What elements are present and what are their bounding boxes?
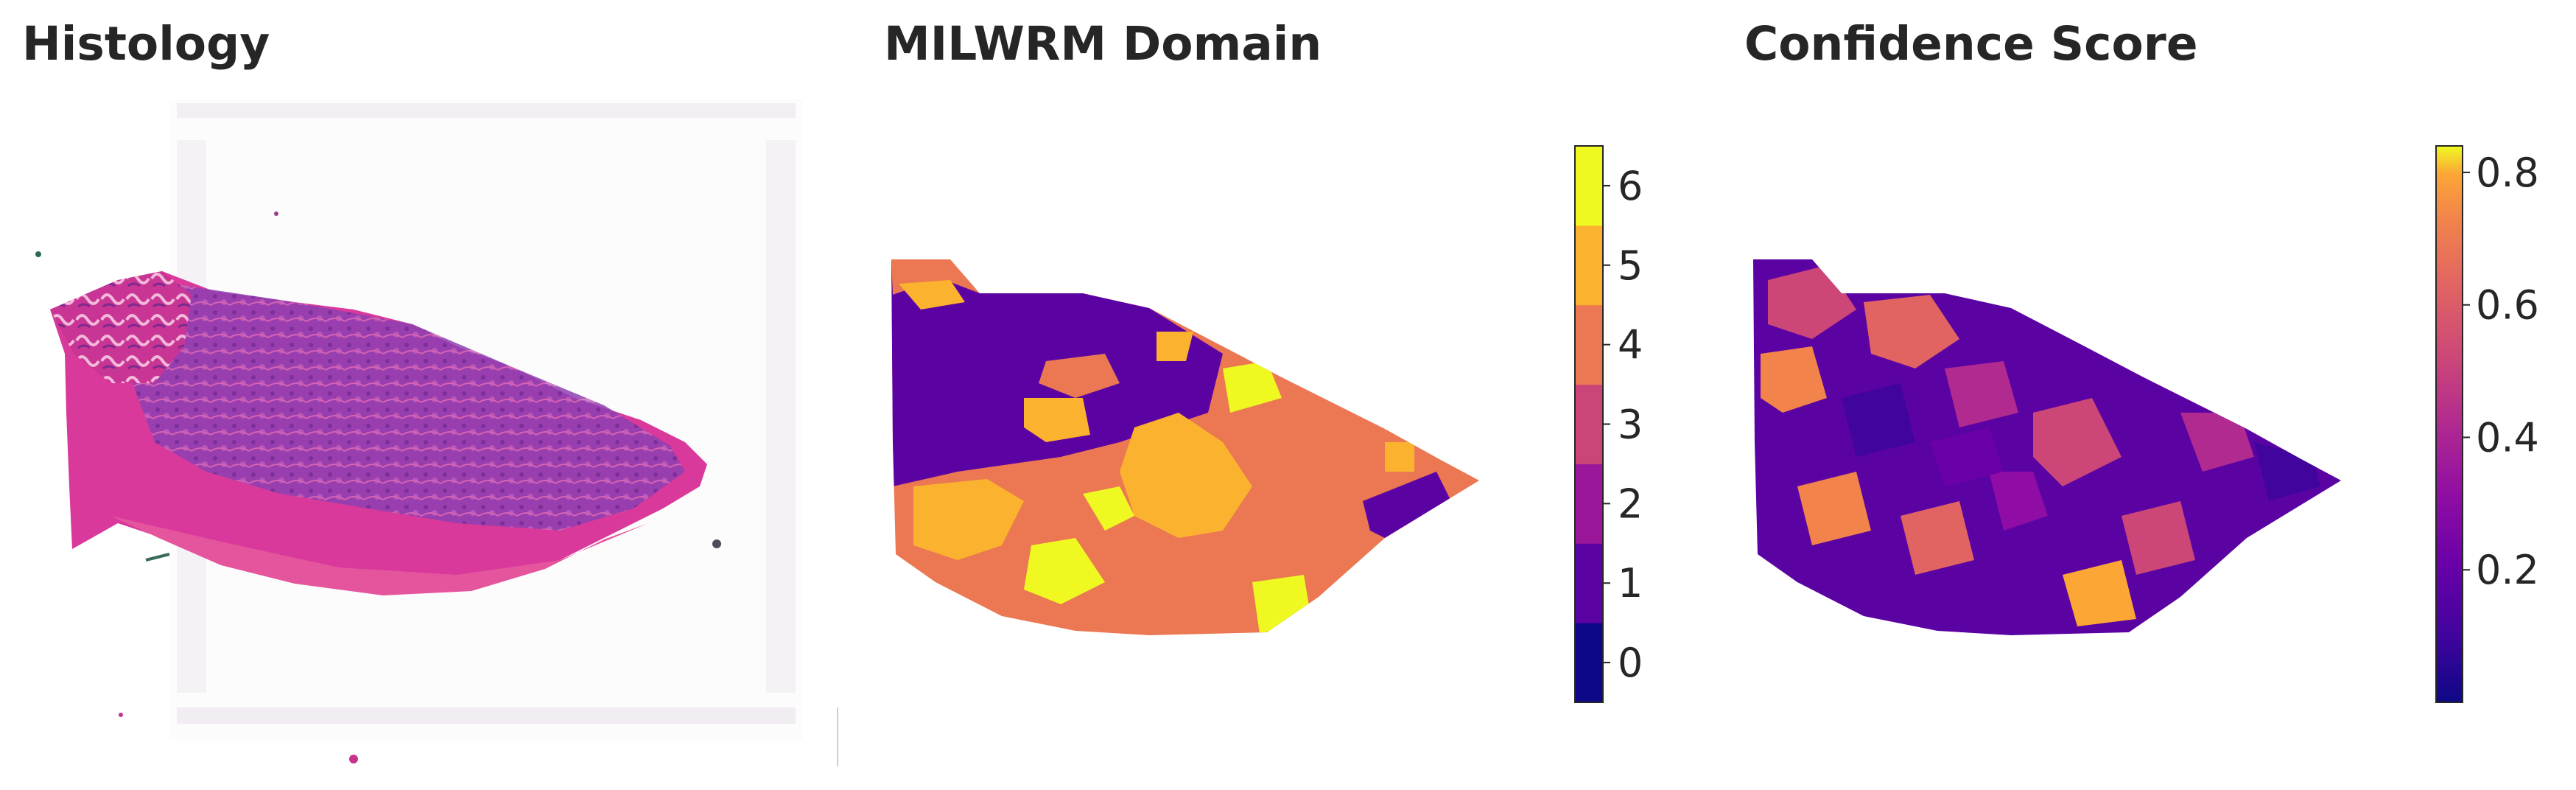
domain-colorbar-bin (1575, 543, 1603, 623)
domain-colorbar-bin (1575, 464, 1603, 544)
domain-colorbar-tick-label: 3 (1618, 402, 1643, 448)
confidence-colorbar-gradient (2435, 145, 2463, 703)
confidence-colorbar-tick-label: 0.6 (2476, 282, 2539, 329)
domain-colorbar-bin (1575, 623, 1603, 703)
domain-colorbar: 0 1 2 3 4 5 6 (1574, 145, 1643, 703)
domain-colorbar-tick-label: 6 (1618, 163, 1643, 209)
confidence-colorbar-tick-label: 0.2 (2476, 547, 2539, 593)
confidence-title: Confidence Score (1744, 17, 2198, 71)
confidence-colorbar: 0.2 0.4 0.6 0.8 (2435, 145, 2539, 703)
histology-title: Histology (22, 17, 270, 71)
domain-colorbar-bin (1575, 225, 1603, 306)
domain-spatial-map (891, 259, 1479, 635)
confidence-colorbar-tick-label: 0.4 (2476, 414, 2539, 461)
domain-colorbar-tick-label: 0 (1618, 640, 1643, 686)
histology-image (35, 99, 838, 766)
confidence-spatial-map (1753, 259, 2341, 635)
domain-colorbar-tick-label: 1 (1618, 560, 1643, 607)
domain-colorbar-bin (1575, 384, 1603, 464)
domain-title: MILWRM Domain (884, 17, 1322, 71)
domain-colorbar-tick-label: 5 (1618, 242, 1643, 289)
domain-colorbar-bin (1575, 304, 1603, 385)
domain-colorbar-tick-label: 4 (1618, 322, 1643, 368)
domain-colorbar-tick-label: 2 (1618, 480, 1643, 527)
confidence-colorbar-tick-label: 0.8 (2476, 150, 2539, 196)
domain-colorbar-bin (1575, 146, 1603, 226)
